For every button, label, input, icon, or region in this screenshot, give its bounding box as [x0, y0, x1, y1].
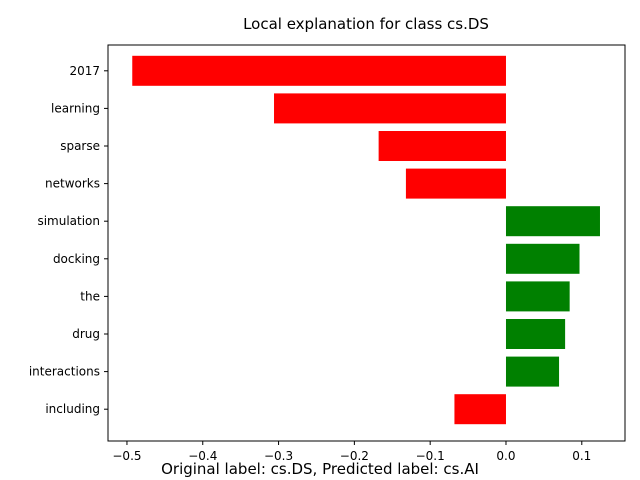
- bar-including: [454, 394, 506, 425]
- x-tick-label: −0.1: [416, 449, 445, 463]
- y-tick-label-simulation: simulation: [37, 214, 100, 228]
- x-tick-label: −0.3: [264, 449, 293, 463]
- x-tick-label: −0.2: [340, 449, 369, 463]
- plot-frame: [107, 44, 626, 442]
- bar-learning: [274, 93, 506, 124]
- bar-2017: [132, 55, 506, 86]
- y-tick-label-2017: 2017: [69, 64, 100, 78]
- x-tick-label: 0.0: [496, 449, 515, 463]
- y-tick-label-interactions: interactions: [29, 365, 100, 379]
- bar-drug: [505, 319, 566, 349]
- y-tick-label-docking: docking: [53, 252, 100, 266]
- y-tick-label-the: the: [80, 289, 100, 303]
- x-tick-label: 0.1: [572, 449, 591, 463]
- y-tick-label-sparse: sparse: [60, 139, 100, 153]
- bar-networks: [405, 168, 506, 199]
- bar-simulation: [505, 206, 600, 237]
- x-ticks: −0.5 −0.4 −0.3 −0.2 −0.1 0.0 0.1: [112, 441, 591, 463]
- bar-interactions: [505, 356, 560, 387]
- bar-group: [132, 55, 600, 425]
- y-tick-label-including: including: [45, 402, 100, 416]
- x-tick-label: −0.4: [188, 449, 217, 463]
- chart-title: Local explanation for class cs.DS: [243, 15, 489, 33]
- bar-the: [505, 281, 570, 312]
- y-tick-label-drug: drug: [72, 327, 100, 341]
- x-tick-label: −0.5: [112, 449, 141, 463]
- bar-sparse: [378, 131, 506, 161]
- y-tick-labels: 2017 learning sparse networks simulation dock…: [29, 64, 108, 416]
- chart-caption: Original label: cs.DS, Predicted label: …: [161, 460, 479, 478]
- y-tick-label-networks: networks: [45, 177, 100, 191]
- bar-docking: [505, 243, 580, 274]
- y-tick-label-learning: learning: [51, 101, 100, 115]
